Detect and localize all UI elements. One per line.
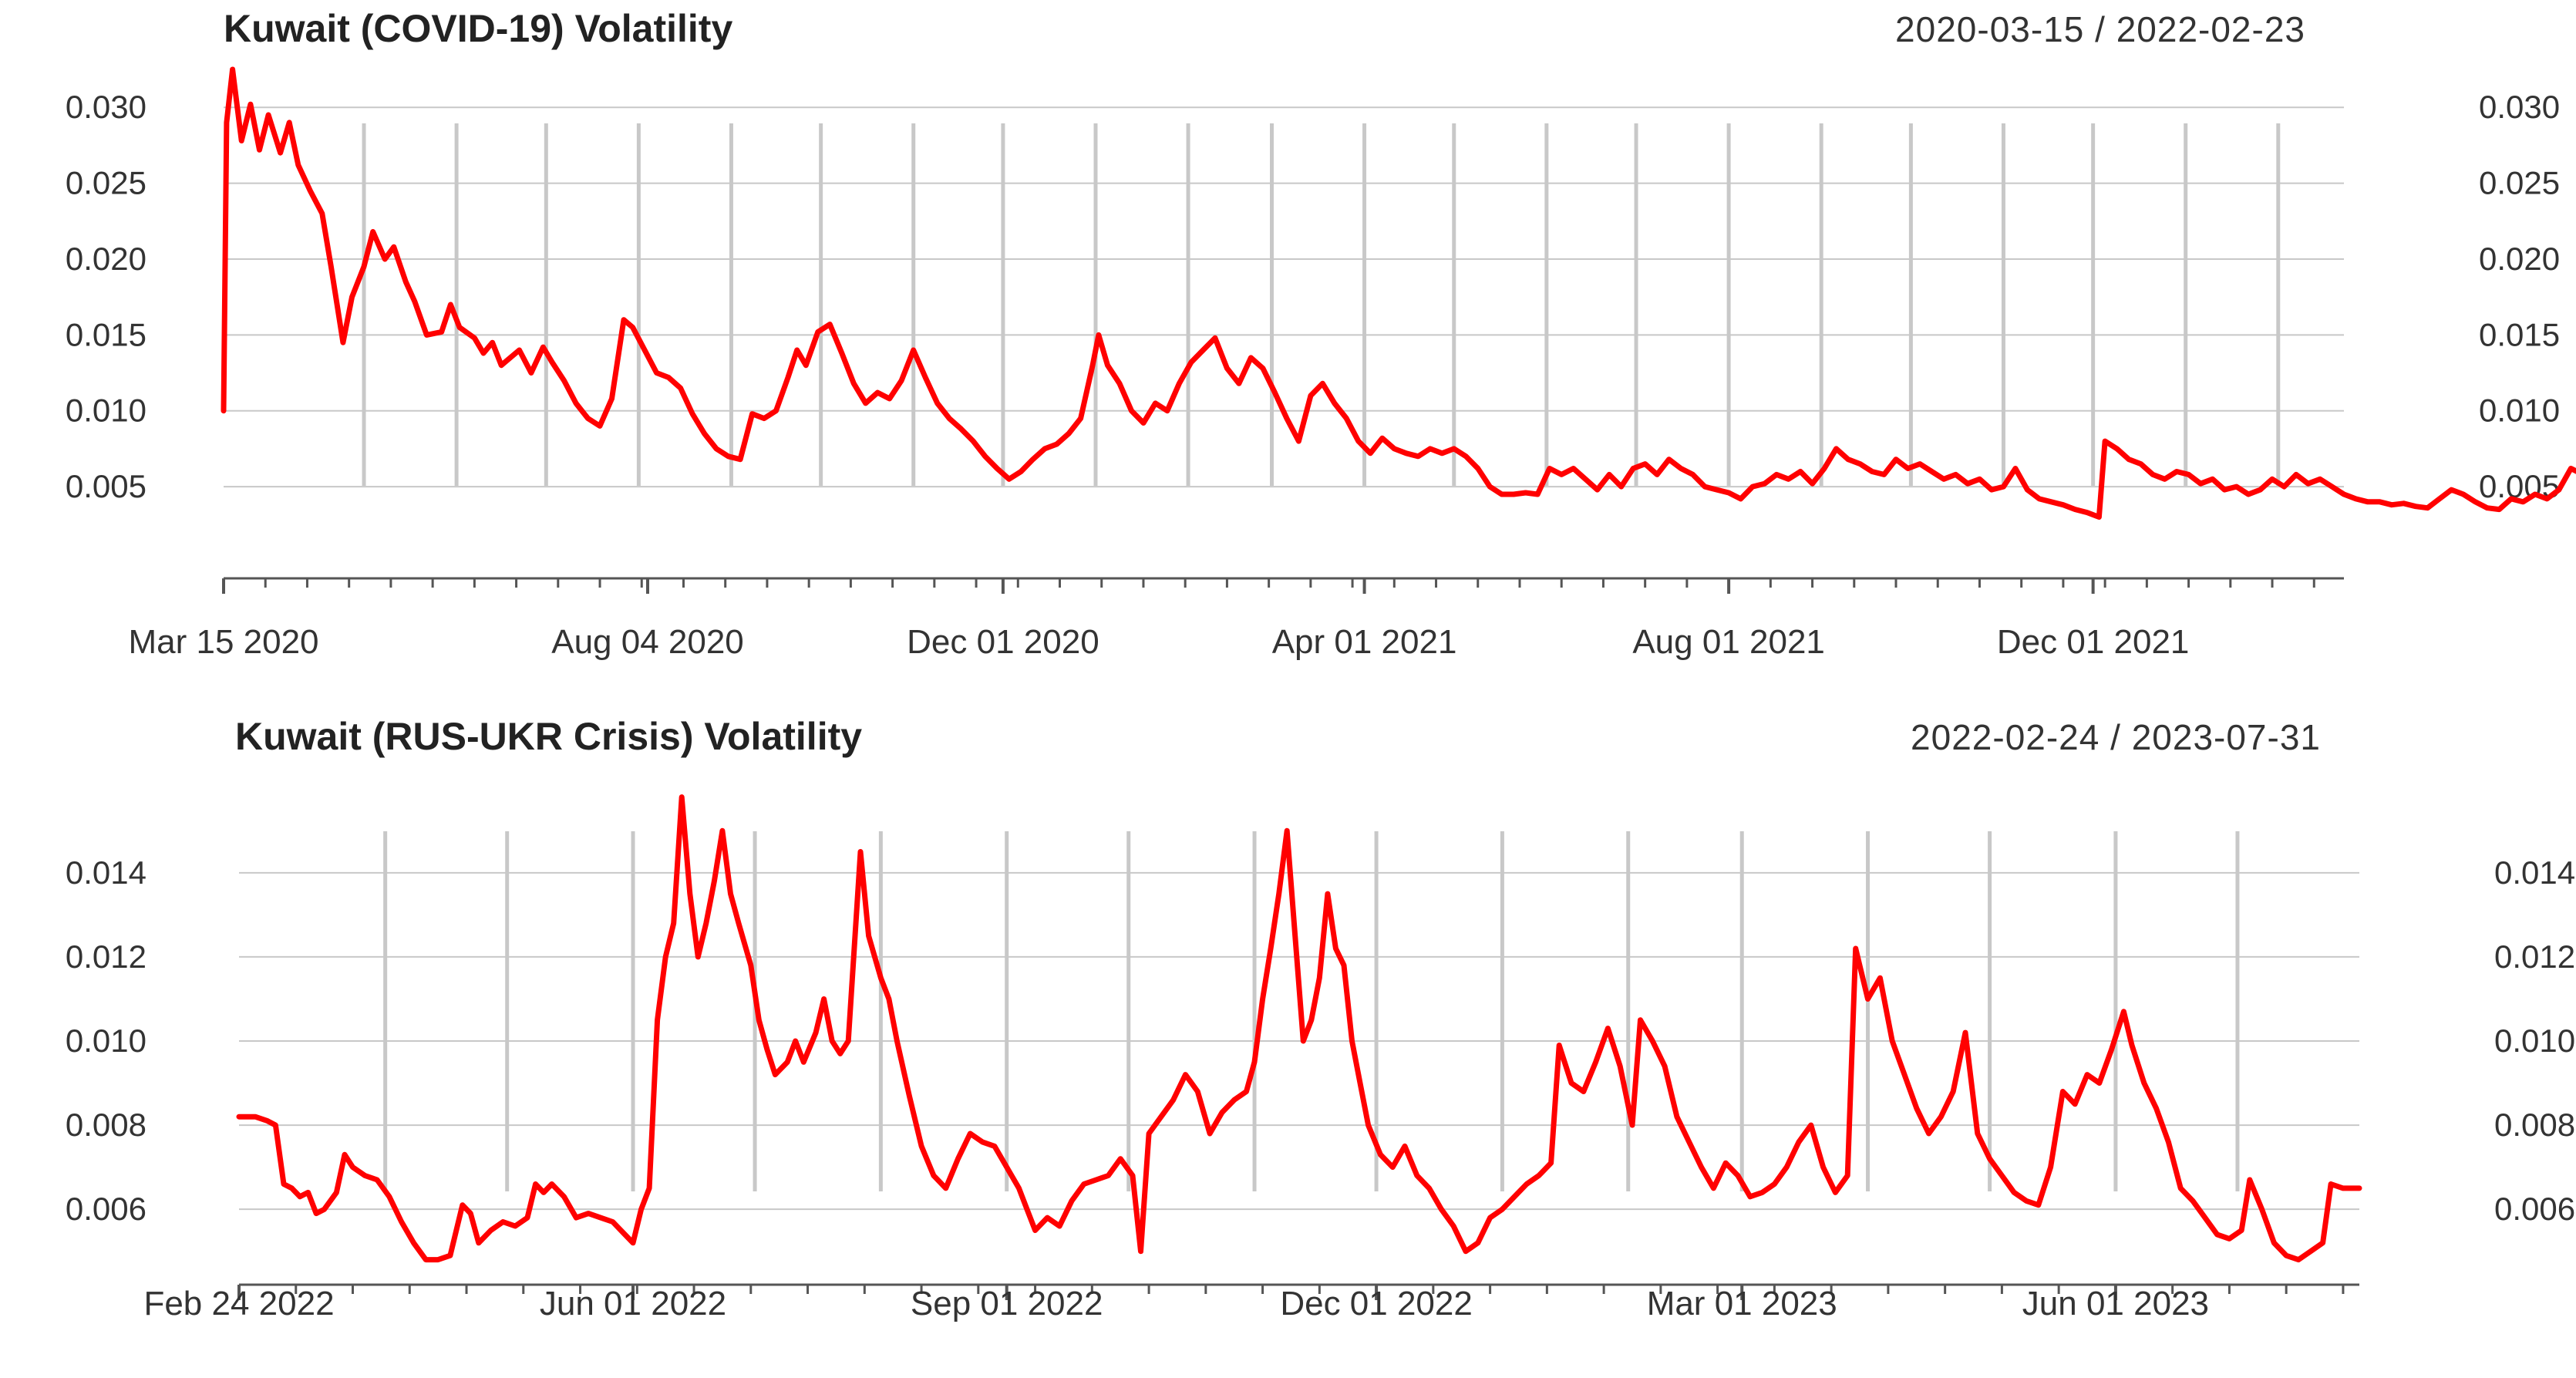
- y-tick-label-left: 0.030: [66, 89, 146, 125]
- x-tick-label: Mar 01 2023: [1647, 1285, 1837, 1322]
- y-tick-label-right: 0.008: [2494, 1107, 2575, 1143]
- y-tick-label-left: 0.025: [66, 165, 146, 201]
- grid-lines: [224, 106, 2344, 488]
- x-tick-label: Mar 15 2020: [128, 623, 318, 661]
- y-tick-label-right: 0.014: [2494, 854, 2575, 891]
- y-tick-label-left: 0.015: [66, 316, 146, 352]
- x-tick-label: Sep 01 2022: [911, 1285, 1103, 1322]
- y-tick-label-left: 0.020: [66, 241, 146, 277]
- y-tick-label-left: 0.005: [66, 468, 146, 504]
- x-tick-label: Apr 01 2021: [1272, 623, 1457, 661]
- x-tick-label: Dec 01 2022: [1280, 1285, 1473, 1322]
- y-tick-label-left: 0.010: [66, 1023, 146, 1059]
- y-tick-label-right: 0.020: [2479, 241, 2560, 277]
- x-tick-label: Dec 01 2020: [907, 623, 1099, 661]
- x-tick-label: Aug 01 2021: [1632, 623, 1825, 661]
- x-tick-label: Jun 01 2023: [2022, 1285, 2209, 1322]
- y-tick-label-right: 0.006: [2494, 1191, 2575, 1227]
- y-tick-label-right: 0.010: [2479, 393, 2560, 429]
- date-range: 2022-02-24 / 2023-07-31: [1911, 717, 2321, 757]
- y-tick-label-left: 0.008: [66, 1107, 146, 1143]
- axes: 0.006 0.006 0.008 0.008 0.010 0.010 0.012 0.012…: [66, 854, 2575, 1322]
- series-line: [221, 66, 2576, 520]
- y-tick-label-left: 0.012: [66, 938, 146, 975]
- y-tick-label-left: 0.010: [66, 393, 146, 429]
- y-tick-label-right: 0.015: [2479, 316, 2560, 352]
- y-tick-label-right: 0.025: [2479, 165, 2560, 201]
- x-tick-label: Dec 01 2021: [1997, 623, 2190, 661]
- series-line: [236, 794, 2362, 1263]
- y-tick-label-right: 0.012: [2494, 938, 2575, 975]
- x-tick-label: Aug 04 2020: [551, 623, 744, 661]
- date-range: 2020-03-15 / 2022-02-23: [1895, 9, 2305, 49]
- rus-ukr-volatility-panel: Kuwait (RUS-UKR Crisis) Volatility 2022-…: [66, 715, 2575, 1322]
- y-tick-label-right: 0.030: [2479, 89, 2560, 125]
- covid-volatility-panel: Kuwait (COVID-19) Volatility 2020-03-15 …: [66, 7, 2576, 661]
- y-tick-label-left: 0.014: [66, 854, 146, 891]
- volatility-line: [221, 66, 2576, 520]
- y-tick-label-left: 0.006: [66, 1191, 146, 1227]
- chart-title: Kuwait (COVID-19) Volatility: [224, 7, 732, 50]
- volatility-line: [236, 794, 2362, 1263]
- x-tick-label: Jun 01 2022: [540, 1285, 726, 1322]
- grid-lines: [239, 831, 2359, 1211]
- x-tick-label: Feb 24 2022: [143, 1285, 334, 1322]
- y-tick-label-right: 0.010: [2494, 1023, 2575, 1059]
- chart-title: Kuwait (RUS-UKR Crisis) Volatility: [235, 715, 862, 758]
